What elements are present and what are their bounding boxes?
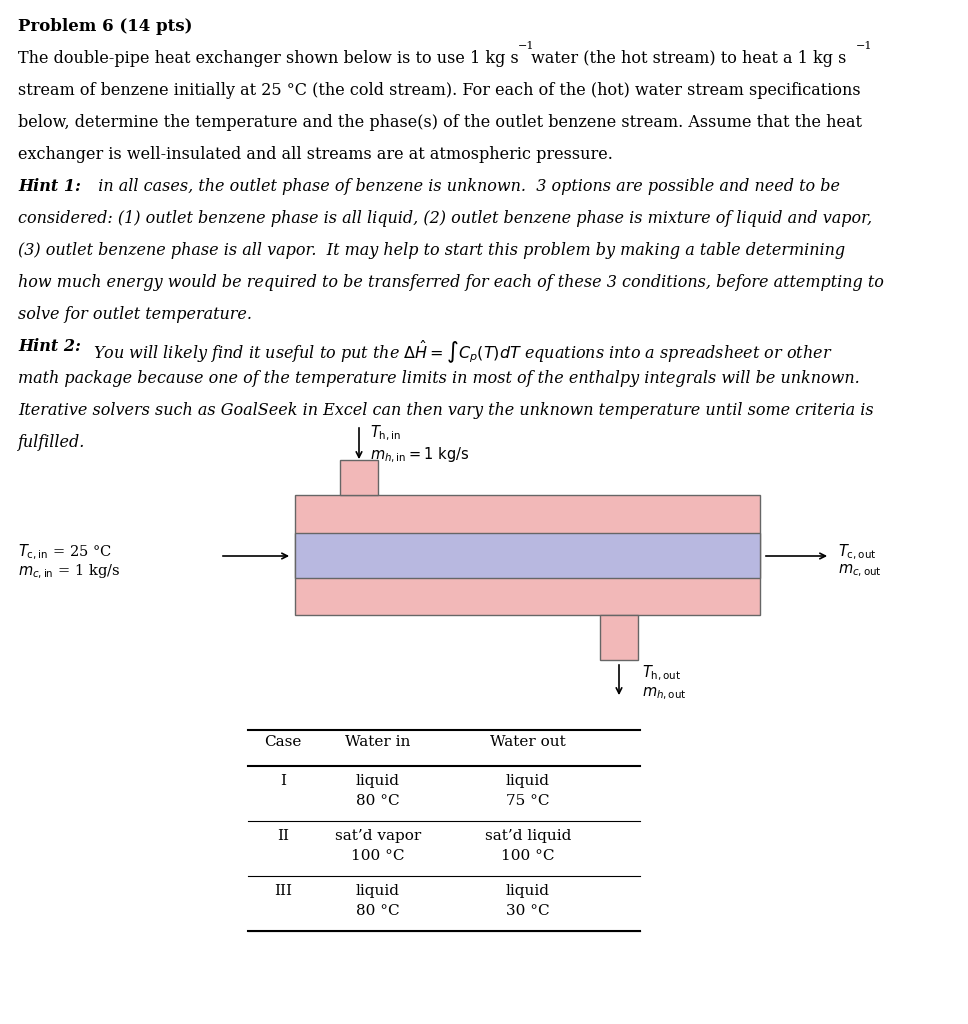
Text: $T_{\mathrm{h,out}}$: $T_{\mathrm{h,out}}$ bbox=[642, 664, 681, 683]
Text: Water in: Water in bbox=[346, 735, 410, 749]
Text: $m_{c,\mathrm{out}}$: $m_{c,\mathrm{out}}$ bbox=[838, 563, 882, 580]
Bar bbox=[600, 615, 638, 660]
Text: II: II bbox=[277, 829, 289, 843]
Text: The double-pipe heat exchanger shown below is to use 1 kg s: The double-pipe heat exchanger shown bel… bbox=[18, 50, 519, 67]
Text: considered: (1) outlet benzene phase is all liquid, (2) outlet benzene phase is : considered: (1) outlet benzene phase is … bbox=[18, 210, 872, 227]
Text: (3) outlet benzene phase is all vapor.  It may help to start this problem by mak: (3) outlet benzene phase is all vapor. I… bbox=[18, 242, 845, 259]
Text: −1: −1 bbox=[856, 41, 872, 51]
Text: sat’d vapor: sat’d vapor bbox=[335, 829, 421, 843]
Text: sat’d liquid: sat’d liquid bbox=[485, 829, 571, 843]
Text: 100 °C: 100 °C bbox=[351, 849, 405, 863]
Text: Case: Case bbox=[264, 735, 302, 749]
Text: Hint 2:: Hint 2: bbox=[18, 338, 81, 355]
Text: $T_{\mathrm{c,in}}$ = 25 °C: $T_{\mathrm{c,in}}$ = 25 °C bbox=[18, 543, 112, 562]
Text: $T_{\mathrm{c,out}}$: $T_{\mathrm{c,out}}$ bbox=[838, 543, 876, 562]
Text: $m_{c,\mathrm{in}}$ = 1 kg/s: $m_{c,\mathrm{in}}$ = 1 kg/s bbox=[18, 563, 120, 582]
Text: exchanger is well-insulated and all streams are at atmospheric pressure.: exchanger is well-insulated and all stre… bbox=[18, 146, 613, 163]
Text: liquid: liquid bbox=[506, 884, 550, 898]
Text: solve for outlet temperature.: solve for outlet temperature. bbox=[18, 306, 252, 323]
Text: water (the hot stream) to heat a 1 kg s: water (the hot stream) to heat a 1 kg s bbox=[526, 50, 846, 67]
Text: math package because one of the temperature limits in most of the enthalpy integ: math package because one of the temperat… bbox=[18, 370, 860, 387]
Text: 80 °C: 80 °C bbox=[356, 794, 400, 808]
Text: Iterative solvers such as GoalSeek in Excel can then vary the unknown temperatur: Iterative solvers such as GoalSeek in Ex… bbox=[18, 402, 874, 419]
Text: 80 °C: 80 °C bbox=[356, 904, 400, 918]
Text: 75 °C: 75 °C bbox=[506, 794, 550, 808]
Text: I: I bbox=[280, 774, 286, 788]
Text: $m_{h,\mathrm{in}}$$ = 1\ \mathrm{kg/s}$: $m_{h,\mathrm{in}}$$ = 1\ \mathrm{kg/s}$ bbox=[370, 446, 469, 465]
Text: liquid: liquid bbox=[506, 774, 550, 788]
Text: in all cases, the outlet phase of benzene is unknown.  3 options are possible an: in all cases, the outlet phase of benzen… bbox=[88, 178, 840, 195]
Text: Hint 1:: Hint 1: bbox=[18, 178, 81, 195]
Text: $m_{h,\mathrm{out}}$: $m_{h,\mathrm{out}}$ bbox=[642, 686, 686, 702]
Text: Water out: Water out bbox=[490, 735, 566, 749]
Text: below, determine the temperature and the phase(s) of the outlet benzene stream. : below, determine the temperature and the… bbox=[18, 114, 862, 131]
Text: how much energy would be required to be transferred for each of these 3 conditio: how much energy would be required to be … bbox=[18, 274, 884, 291]
Text: liquid: liquid bbox=[356, 884, 400, 898]
Bar bbox=[295, 534, 760, 578]
Text: $T_{\mathrm{h,in}}$: $T_{\mathrm{h,in}}$ bbox=[370, 424, 401, 443]
Text: −1: −1 bbox=[518, 41, 534, 51]
Text: III: III bbox=[274, 884, 292, 898]
Bar bbox=[295, 495, 760, 615]
Text: stream of benzene initially at 25 °C (the cold stream). For each of the (hot) wa: stream of benzene initially at 25 °C (th… bbox=[18, 82, 861, 99]
Text: 30 °C: 30 °C bbox=[506, 904, 550, 918]
Bar bbox=[340, 460, 378, 495]
Text: liquid: liquid bbox=[356, 774, 400, 788]
Text: 100 °C: 100 °C bbox=[501, 849, 555, 863]
Text: Problem 6 (14 pts): Problem 6 (14 pts) bbox=[18, 18, 193, 35]
Text: fulfilled.: fulfilled. bbox=[18, 434, 85, 451]
Text: You will likely find it useful to put the $\Delta\hat{H} = \int C_p(T)dT$ equati: You will likely find it useful to put th… bbox=[88, 338, 832, 365]
